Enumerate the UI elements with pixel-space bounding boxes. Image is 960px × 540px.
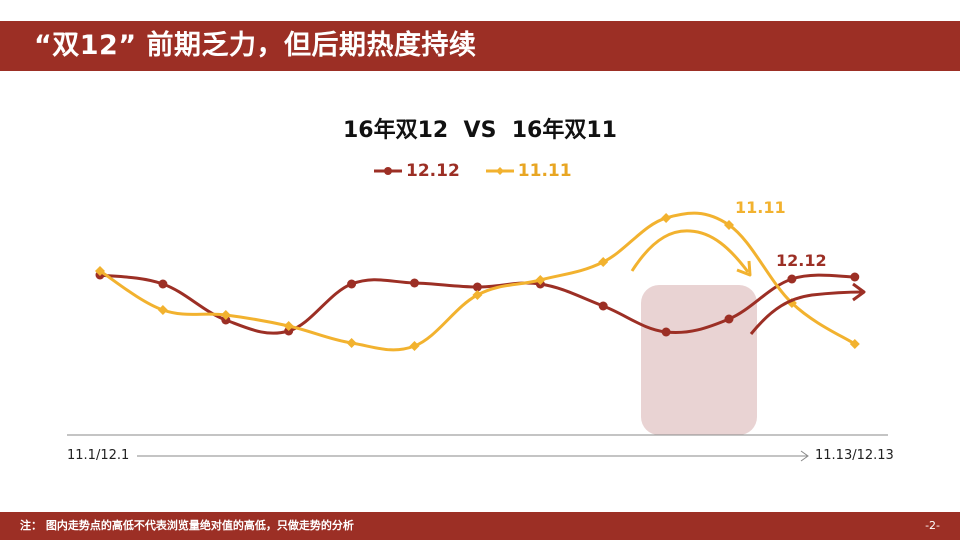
data-point-diamond-icon [724,220,734,230]
data-point-diamond-icon [409,341,420,351]
data-point-circle-icon [598,301,608,311]
data-point-diamond-icon [346,338,357,348]
data-point-circle-icon [472,282,482,292]
data-point-circle-icon [347,279,357,289]
data-point-diamond-icon [472,290,483,300]
data-point-diamond-icon [220,310,231,320]
data-point-circle-icon [410,278,419,288]
data-point-circle-icon [724,314,734,324]
x-axis-arrowhead-icon [800,450,809,462]
legend-label-1212: 12.12 [406,161,460,181]
header-band: “双12” 前期乏力，但后期热度持续 [0,21,960,71]
legend-item-1111: 11.11 [485,161,572,181]
trend-arrowhead-1111-icon [736,260,752,277]
data-point-diamond-icon [535,275,546,285]
data-point-diamond-icon [598,257,609,267]
x-axis-start-label: 11.1/12.1 [67,448,130,463]
footer-band: 注： 图内走势点的高低不代表浏览量绝对值的高低，只做走势的分析 -2- [0,512,960,540]
slide-title: “双12” 前期乏力，但后期热度持续 [34,30,477,61]
data-point-diamond-icon [661,213,672,223]
data-point-diamond-icon [95,266,105,276]
series-1111 [95,211,860,352]
legend-line-circle-icon [374,167,402,175]
annotation-1212: 12.12 [776,251,827,270]
data-point-diamond-icon [283,321,294,331]
data-point-diamond-icon [157,305,168,315]
data-point-circle-icon [661,327,671,337]
highlight-region [641,285,757,435]
trend-arrow-1212-icon [749,290,864,335]
legend-label-1111: 11.11 [517,161,572,181]
chart-title: 16年双12 VS 16年双11 [343,118,617,143]
data-point-diamond-icon [849,339,860,349]
legend-line-diamond-icon [485,167,514,175]
x-axis-end-label: 11.13/12.13 [815,448,894,463]
chart-legend: 12.12 11.11 [374,159,572,183]
trend-arrow-1111-icon [630,229,750,273]
data-point-circle-icon [158,279,168,289]
trend-arrowhead-1212-icon [852,282,866,302]
data-point-circle-icon [850,272,860,282]
data-point-circle-icon [787,274,797,284]
annotation-1111: 11.11 [735,198,786,217]
footer-note: 注： 图内走势点的高低不代表浏览量绝对值的高低，只做走势的分析 [20,519,354,532]
page-number: -2- [925,519,940,532]
legend-item-1212: 12.12 [374,161,460,181]
